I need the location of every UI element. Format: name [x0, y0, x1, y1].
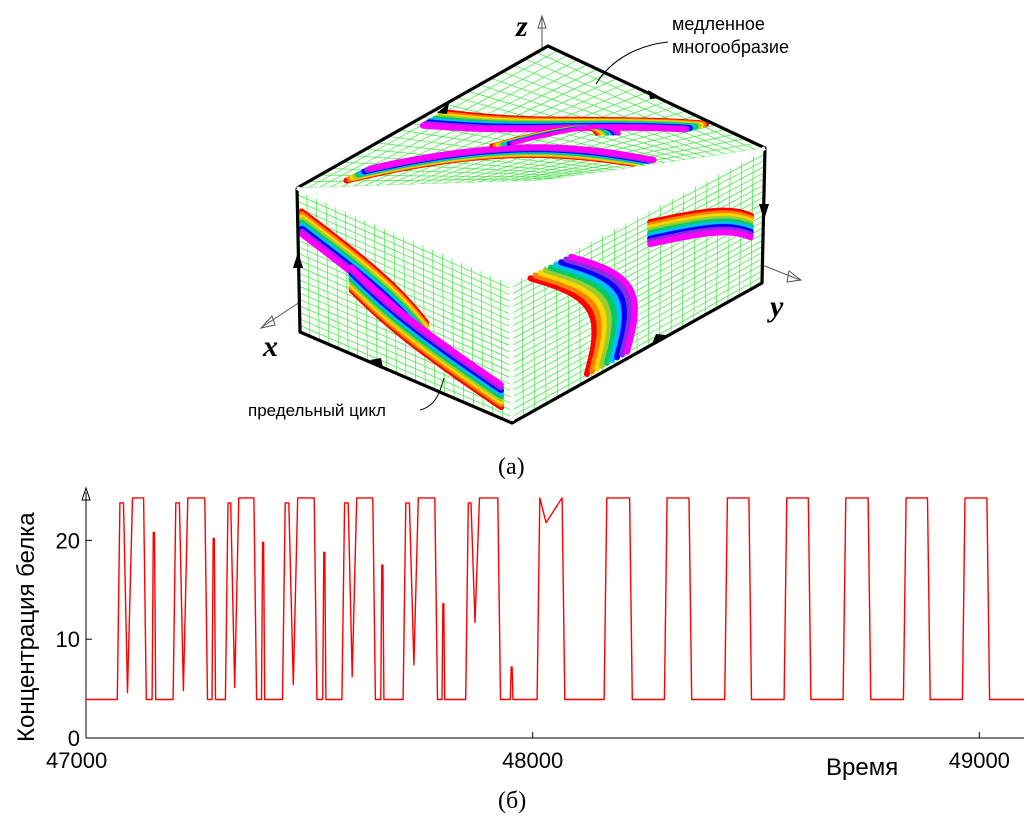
x-axis-arrowhead	[259, 315, 276, 329]
front-right-rainbow-band	[532, 272, 603, 375]
front-left-mesh-line	[299, 325, 512, 417]
front-right-mesh-line	[704, 178, 708, 315]
limit-cycle-path	[295, 44, 767, 425]
label-limit-cycle: предельный цикл	[248, 401, 386, 420]
top-mesh-line	[525, 58, 746, 152]
top-rainbow-band	[419, 122, 688, 133]
x-axis-title: Время	[826, 754, 898, 781]
top-rainbow-band	[512, 124, 621, 145]
cycle-arrow-bottom-right	[652, 334, 666, 344]
box-ridge-right	[509, 146, 766, 284]
front-right-rainbow-band	[537, 269, 608, 372]
y-axis-title: Концентрация белка	[13, 512, 40, 742]
y-axis-arrow	[761, 264, 801, 281]
x-ticks: 47000 48000 49000	[46, 732, 1010, 773]
cycle-arrow-right-side	[759, 204, 769, 220]
front-left-mesh-line	[299, 318, 512, 411]
y-tick-label: 0	[68, 726, 80, 751]
y-axis-arrowhead	[81, 486, 91, 501]
x-axis-arrow	[261, 301, 301, 328]
series-line-protein-concentration	[86, 497, 1024, 701]
x-tick-label: 48000	[502, 748, 563, 773]
cycle-arrow-top-left	[437, 103, 449, 114]
label-slow-manifold-line2: многообразие	[672, 37, 789, 57]
cycle-arrow-left-side	[293, 252, 303, 268]
front-right-mesh-line	[511, 270, 763, 411]
front-right-rainbow-band	[553, 261, 623, 364]
leader-limit-cycle	[419, 377, 445, 411]
front-right-rainbow-band	[542, 267, 613, 369]
front-right-mesh-line	[511, 252, 763, 392]
axis-label-z: z	[515, 10, 528, 43]
front-left-mesh-line	[422, 243, 426, 386]
box-ridge-vertical	[509, 283, 514, 422]
front-right-mesh-line	[511, 276, 763, 417]
y-tick-label: 20	[56, 528, 80, 553]
front-right-rainbow-band	[563, 256, 633, 358]
front-right-mesh-line	[511, 258, 763, 398]
top-mesh-line	[536, 52, 756, 150]
y-tick-label: 10	[56, 627, 80, 652]
front-right-rainbow-band	[547, 264, 618, 366]
top-mesh-line	[432, 101, 667, 184]
box-ridge-left	[296, 186, 511, 284]
caption-b: (б)	[498, 788, 526, 814]
y-ticks: 0 10 20	[56, 528, 92, 751]
y-axis-arrowhead	[786, 270, 803, 283]
front-left-rainbow-band	[348, 264, 504, 388]
axis-label-x: x	[262, 330, 278, 363]
front-left-mesh-line	[432, 247, 436, 390]
front-right-rainbow-band	[647, 229, 754, 248]
front-right-rainbow-band	[527, 275, 598, 377]
x-tick-label: 47000	[46, 748, 107, 773]
axis-label-y: y	[767, 290, 784, 323]
slow-manifold-mesh-top	[297, 46, 765, 188]
top-mesh-line	[490, 77, 716, 156]
x-tick-label: 49000	[949, 748, 1010, 773]
front-right-rainbow-band	[558, 259, 628, 361]
panel-b-chart: 0 10 20 47000 48000 49000 Концентрация белка…	[13, 486, 1024, 814]
front-right-mesh-line	[693, 184, 696, 322]
front-right-mesh-line	[716, 172, 719, 309]
front-right-mesh-line	[510, 221, 764, 360]
label-slow-manifold-line1: медленное	[672, 14, 765, 34]
top-rainbow-band	[367, 144, 657, 172]
cycle-arrow-top-right	[648, 90, 662, 99]
cycle-arrow-bottom-left	[370, 358, 383, 368]
front-right-mesh-line	[510, 215, 764, 353]
front-right-mesh-line	[511, 264, 763, 405]
panel-a-3d-box: z x y медленное многообразие предельный …	[248, 10, 803, 480]
caption-a: (а)	[498, 454, 525, 480]
leader-slow-manifold	[595, 41, 669, 85]
top-mesh-line	[420, 96, 657, 185]
front-right-mesh-line	[511, 227, 764, 366]
z-axis-arrowhead	[537, 14, 547, 29]
top-mesh-line	[502, 71, 726, 155]
front-right-rainbow-band	[568, 253, 638, 355]
top-mesh-line	[513, 65, 736, 153]
